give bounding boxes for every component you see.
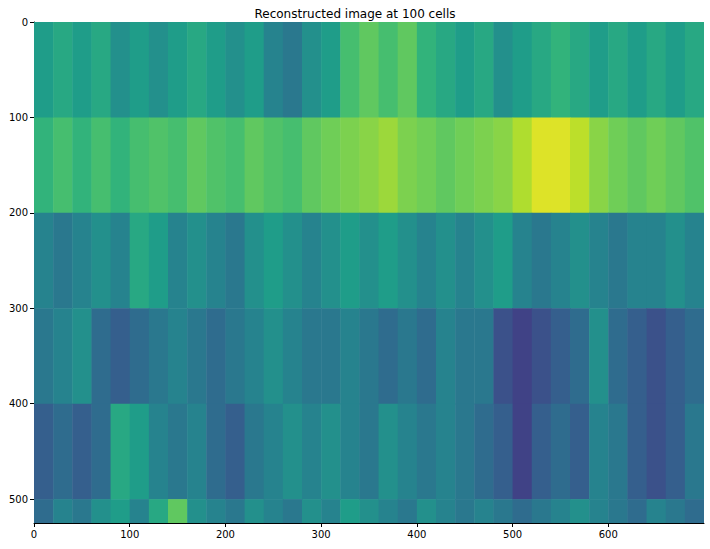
svg-text:400: 400	[407, 529, 426, 540]
svg-text:100: 100	[120, 529, 139, 540]
svg-text:400: 400	[9, 398, 28, 409]
svg-text:300: 300	[9, 303, 28, 314]
svg-text:0: 0	[31, 529, 37, 540]
svg-text:500: 500	[503, 529, 522, 540]
svg-text:Reconstructed image at 100 cel: Reconstructed image at 100 cells	[254, 7, 455, 21]
svg-text:300: 300	[312, 529, 331, 540]
svg-text:100: 100	[9, 112, 28, 123]
svg-text:200: 200	[9, 207, 28, 218]
svg-text:500: 500	[9, 494, 28, 505]
svg-text:600: 600	[599, 529, 618, 540]
svg-text:200: 200	[216, 529, 235, 540]
svg-text:0: 0	[22, 17, 28, 28]
